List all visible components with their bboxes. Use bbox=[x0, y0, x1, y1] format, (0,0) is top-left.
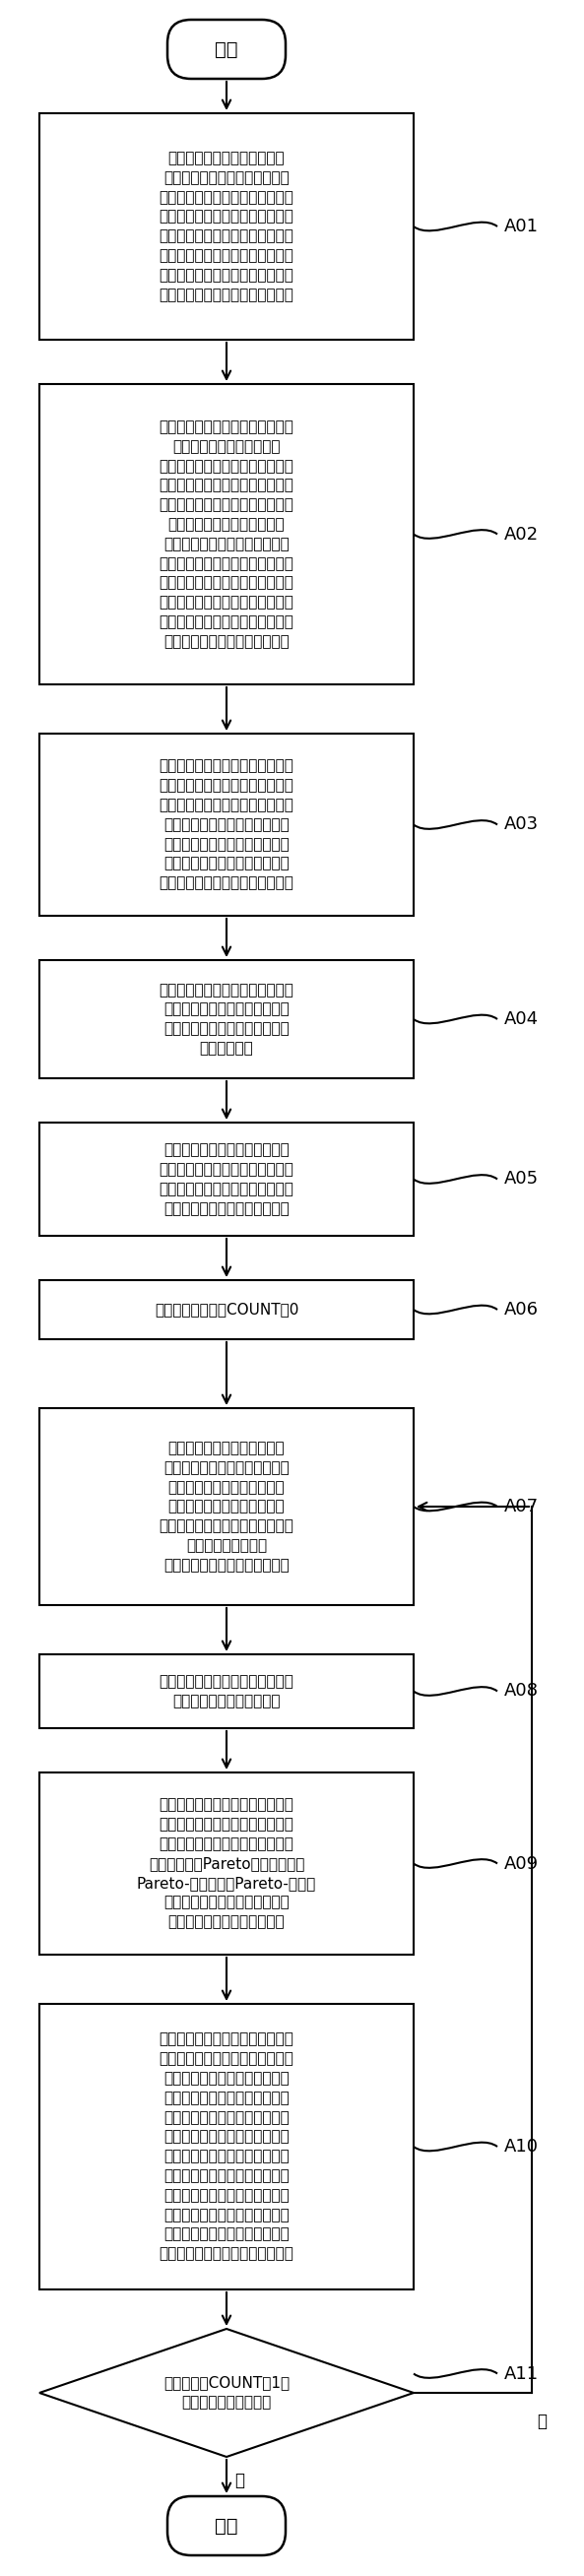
Text: 循环计数器COUNT加1，
是否满足循环中止条件: 循环计数器COUNT加1， 是否满足循环中止条件 bbox=[164, 2375, 290, 2411]
Text: A03: A03 bbox=[504, 817, 539, 835]
Text: A11: A11 bbox=[504, 2365, 539, 2383]
Text: 基于粒子迁移的线长收益值等启发
式信息，利用个体聚集协同表现出
的智能行为，搜索多约束条件下、
多目标组合的Pareto有效解，使非
Pareto-最优化解向P: 基于粒子迁移的线长收益值等启发 式信息，利用个体聚集协同表现出 的智能行为，搜索… bbox=[137, 1798, 317, 1929]
Text: 遍历每个粒子，并依据每个粒子的
上一水平层结群赋权超图的自身速
度向量投影到当前水平层的细化赋
权超图上，得到每个粒子在当前
水平层细化赋权超图的自身速度
向量: 遍历每个粒子，并依据每个粒子的 上一水平层结群赋权超图的自身速 度向量投影到当前… bbox=[159, 760, 294, 891]
Bar bbox=[39, 113, 413, 340]
Text: 遍历每个粒子，并依据每个粒子
迁移的绕长收益值，计算每个粒子
在当前水平层细化赋权超图的自身
水平方向总绕长收益值的总绕长: 遍历每个粒子，并依据每个粒子 迁移的绕长收益值，计算每个粒子 在当前水平层细化赋… bbox=[159, 1144, 294, 1216]
Text: 结束: 结束 bbox=[215, 2517, 238, 2535]
Text: 结群单元映射到离散群智能的
初始化，针对每个结群单元设定
一一对应的粒子，并依据结群单元
所处布线资源图的子区域位置及拓
扑连接关系，初始化对应粒子的自
身位置: 结群单元映射到离散群智能的 初始化，针对每个结群单元设定 一一对应的粒子，并依据… bbox=[159, 152, 294, 301]
Bar bbox=[39, 1123, 413, 1236]
Bar bbox=[39, 384, 413, 685]
Text: A06: A06 bbox=[504, 1301, 538, 1319]
FancyBboxPatch shape bbox=[168, 21, 286, 80]
Text: 否: 否 bbox=[537, 2414, 547, 2429]
Text: A01: A01 bbox=[504, 216, 538, 234]
Bar bbox=[39, 1280, 413, 1340]
Text: 依据粒子的自身位置向量更新计算
粒子的迁移的线长收益值。: 依据粒子的自身位置向量更新计算 粒子的迁移的线长收益值。 bbox=[159, 1674, 294, 1708]
Text: 遍历每个粒子，并依据每个粒子的
上一水平层结群赋权超图的
自身位置向量投影到当前水平层的
细化赋权超图上，得到每个粒子在
当前水平层细化赋权超图的自身位
置向量: 遍历每个粒子，并依据每个粒子的 上一水平层结群赋权超图的 自身位置向量投影到当前… bbox=[159, 420, 294, 649]
FancyBboxPatch shape bbox=[168, 2496, 286, 2555]
Text: A05: A05 bbox=[504, 1170, 539, 1188]
Text: 是: 是 bbox=[234, 2470, 244, 2488]
Bar bbox=[39, 1772, 413, 1955]
Bar bbox=[39, 961, 413, 1079]
Text: 遍历每个粒子，并依据每个粒子的
当前水平层细化赋权超图的自身
位置向量，计算每个粒子迁移的
绕长收益值。: 遍历每个粒子，并依据每个粒子的 当前水平层细化赋权超图的自身 位置向量，计算每个… bbox=[159, 981, 294, 1056]
Text: 遍历每个粒子在当前水平层的
细化赋权超图的所有维度，基于
结群单元迁移的线长收益值等
启发式信息，更新每个粒子在
每个维度的自身速度、自身位置，
进而得到每个粒: 遍历每个粒子在当前水平层的 细化赋权超图的所有维度，基于 结群单元迁移的线长收益… bbox=[159, 1440, 294, 1571]
Bar bbox=[39, 1654, 413, 1728]
Text: 遍历每个粒子，并依据每个粒子的
自身位置向量与当前线长收益值，
快速计算每个粒子在当前水平层
总线赋权超图的线长，如果发现
粒子的自身位置向量的总线长小
于该粒: 遍历每个粒子，并依据每个粒子的 自身位置向量与当前线长收益值， 快速计算每个粒子… bbox=[159, 2032, 294, 2262]
Bar bbox=[39, 1409, 413, 1605]
Text: 初始化循环计数器COUNT为0: 初始化循环计数器COUNT为0 bbox=[154, 1303, 298, 1316]
Text: A08: A08 bbox=[504, 1682, 538, 1700]
Text: A02: A02 bbox=[504, 526, 539, 544]
Polygon shape bbox=[39, 2329, 413, 2458]
Text: A07: A07 bbox=[504, 1497, 539, 1515]
Text: A04: A04 bbox=[504, 1010, 539, 1028]
Bar bbox=[39, 2004, 413, 2290]
Text: A10: A10 bbox=[504, 2138, 538, 2156]
Bar bbox=[39, 734, 413, 917]
Text: 开始: 开始 bbox=[215, 39, 238, 59]
Text: A09: A09 bbox=[504, 1855, 539, 1873]
